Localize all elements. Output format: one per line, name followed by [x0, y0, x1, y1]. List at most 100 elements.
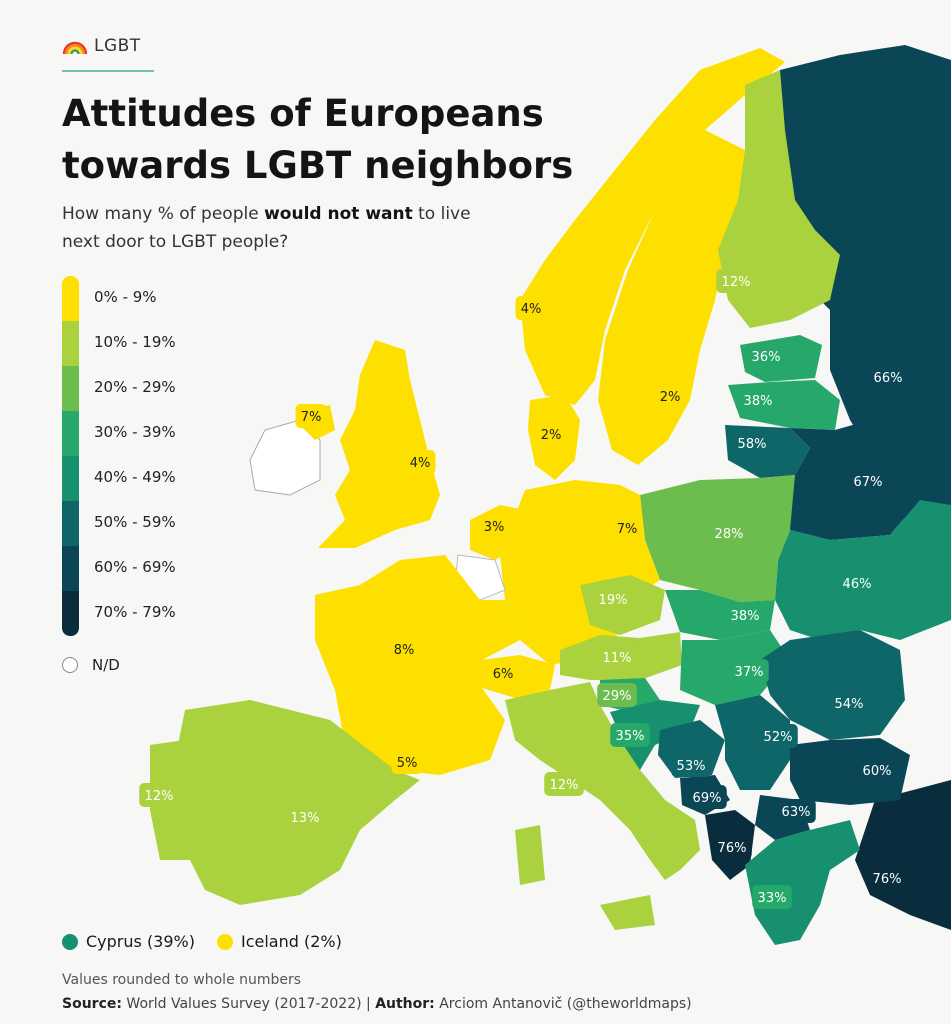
legend-swatch — [62, 366, 79, 411]
label-box — [712, 835, 752, 859]
legend-item: 10% - 19% — [62, 321, 262, 366]
value-portugal: 12% — [145, 789, 174, 804]
label-box — [829, 691, 869, 715]
value-great-britain: 4% — [410, 456, 431, 471]
label-box — [487, 661, 519, 685]
legend-swatch — [62, 546, 79, 591]
label-box — [611, 516, 643, 540]
label-netherlands: 3% — [478, 514, 510, 538]
label-finland: 12% — [716, 269, 756, 293]
label-box — [285, 805, 325, 829]
label-albania: 76% — [712, 835, 752, 859]
value-sweden: 2% — [660, 390, 681, 405]
label-box — [738, 388, 778, 412]
label-ukraine: 46% — [837, 571, 877, 595]
title-line-2: towards LGBT neighbors — [62, 144, 574, 187]
subtitle-pre: How many % of people — [62, 204, 259, 224]
source-text: World Values Survey (2017-2022) | — [126, 996, 371, 1012]
legend-swatch — [62, 276, 79, 321]
value-andorra: 5% — [397, 756, 418, 771]
cyprus-dot-icon — [62, 933, 78, 950]
value-germany: 7% — [617, 522, 638, 537]
label-box — [597, 683, 637, 707]
greece-shape — [745, 820, 860, 945]
value-denmark: 2% — [541, 428, 562, 443]
slovakia-shape — [665, 590, 775, 640]
label-hungary: 37% — [729, 659, 769, 683]
brand: LGBT — [62, 36, 141, 56]
sweden-shape — [598, 130, 745, 465]
legend-item: 60% - 69% — [62, 546, 262, 591]
rounding-note: Values rounded to whole numbers — [62, 972, 302, 988]
label-montenegro: 69% — [687, 785, 727, 809]
label-slovakia: 38% — [725, 603, 765, 627]
label-box — [848, 469, 888, 493]
croatia-shape — [610, 700, 700, 770]
value-greece: 33% — [758, 891, 787, 906]
legend-item: 50% - 59% — [62, 501, 262, 546]
label-box — [746, 344, 786, 368]
label-northern-ireland: 7% — [295, 404, 327, 428]
label-box — [535, 422, 567, 446]
germany-shape — [500, 480, 660, 665]
label-poland: 28% — [709, 521, 749, 545]
label-box — [716, 269, 756, 293]
belarus-shape — [775, 420, 920, 540]
value-switzerland: 6% — [493, 667, 514, 682]
legend-swatch — [62, 411, 79, 456]
label-box — [709, 521, 749, 545]
legend-range-label: 0% - 9% — [94, 288, 157, 306]
label-box — [837, 571, 877, 595]
value-northern-ireland: 7% — [301, 410, 322, 425]
legend-item: 20% - 29% — [62, 366, 262, 411]
author-text: Arciom Antanovič (@theworldmaps) — [439, 996, 692, 1012]
label-russia: 66% — [868, 365, 908, 389]
sicily-shape — [600, 895, 655, 930]
label-slovenia: 29% — [597, 683, 637, 707]
source-label: Source: — [62, 996, 122, 1012]
value-bosnia-and-herzegovina: 53% — [677, 759, 706, 774]
label-bulgaria: 60% — [857, 758, 897, 782]
subtitle-bold: would not want — [264, 204, 413, 224]
value-latvia: 38% — [744, 394, 773, 409]
legend-no-data: N/D — [62, 656, 120, 674]
value-france: 8% — [394, 643, 415, 658]
rainbow-icon — [62, 41, 88, 55]
value-albania: 76% — [718, 841, 747, 856]
label-box — [388, 637, 420, 661]
label-box — [867, 866, 907, 890]
legend-range-label: 30% - 39% — [94, 423, 176, 441]
subtitle-post: to live next door to LGBT people? — [62, 204, 471, 252]
label-latvia: 38% — [738, 388, 778, 412]
value-serbia: 52% — [764, 730, 793, 745]
norway-shape — [520, 48, 785, 405]
value-russia: 66% — [874, 371, 903, 386]
value-austria: 11% — [603, 651, 632, 666]
no-data-label: N/D — [92, 656, 120, 674]
value-romania: 54% — [835, 697, 864, 712]
romania-shape — [760, 630, 905, 740]
label-box — [758, 724, 798, 748]
label-romania: 54% — [829, 691, 869, 715]
label-bosnia-and-herzegovina: 53% — [671, 753, 711, 777]
value-ukraine: 46% — [843, 577, 872, 592]
label-france: 8% — [388, 637, 420, 661]
label-box — [752, 885, 792, 909]
value-north-macedonia: 63% — [782, 805, 811, 820]
legend-range-label: 10% - 19% — [94, 333, 176, 351]
title-line-1: Attitudes of Europeans — [62, 92, 544, 135]
label-croatia: 35% — [610, 723, 650, 747]
legend-range-label: 60% - 69% — [94, 558, 176, 576]
france-shape — [315, 555, 520, 775]
label-box — [544, 772, 584, 796]
value-finland: 12% — [722, 275, 751, 290]
turkey-shape — [855, 780, 951, 930]
cyprus-label: Cyprus (39%) — [86, 932, 195, 951]
legend-range-label: 40% - 49% — [94, 468, 176, 486]
iceland-label: Iceland (2%) — [240, 932, 342, 951]
label-box — [729, 659, 769, 683]
value-estonia: 36% — [752, 350, 781, 365]
finland-shape — [718, 70, 840, 328]
brand-underline — [62, 70, 154, 72]
